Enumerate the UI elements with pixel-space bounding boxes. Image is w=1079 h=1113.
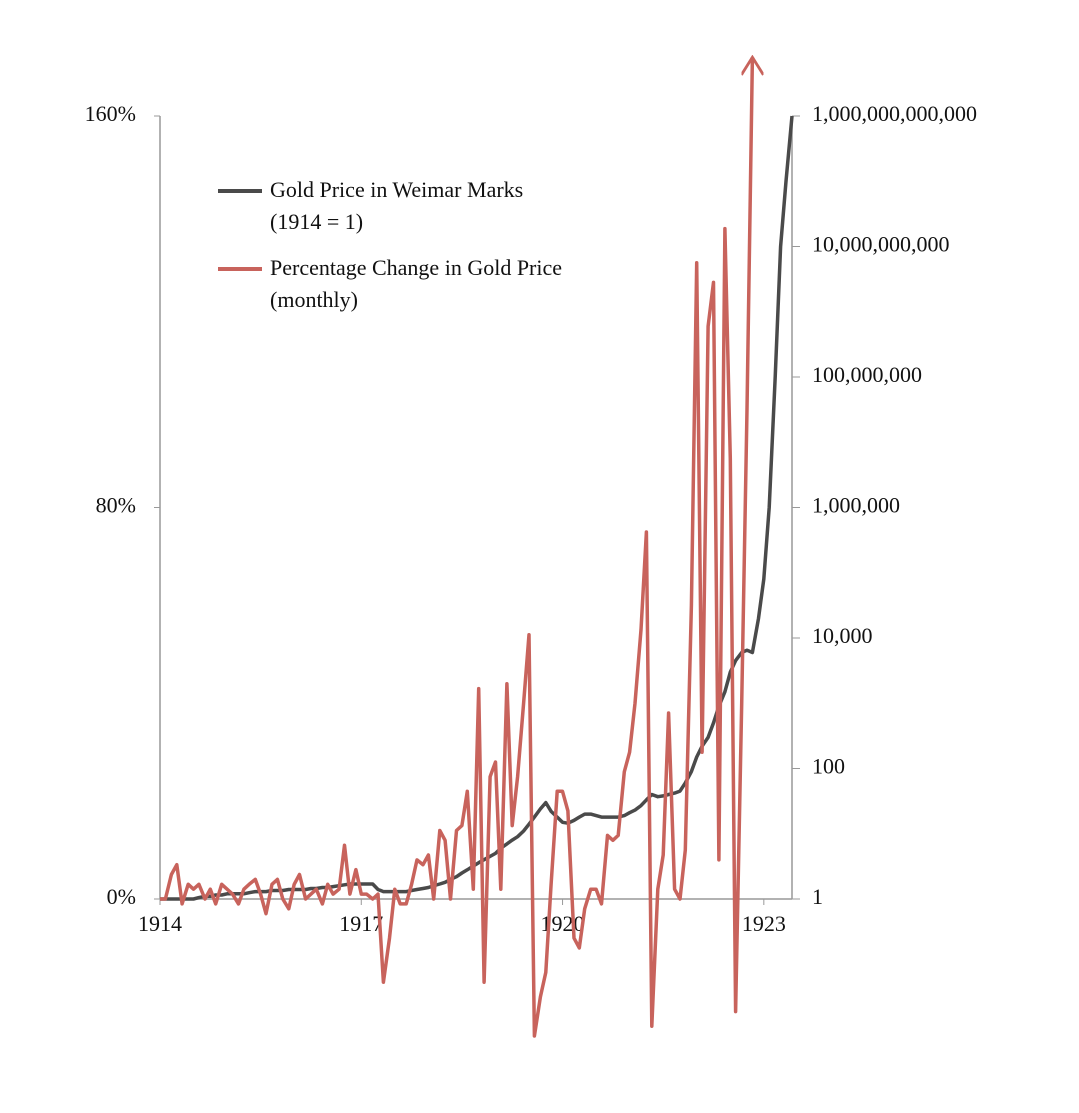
x-tick-label: 1917 [339, 911, 383, 936]
y2-tick-label: 100 [812, 754, 845, 779]
x-tick-label: 1914 [138, 911, 182, 936]
y-tick-label: 0% [107, 884, 136, 909]
legend-label: Percentage Change in Gold Price (monthly… [270, 255, 563, 312]
legend-item: Percentage Change in Gold Price (monthly… [212, 252, 562, 316]
x-tick-label: 1923 [742, 911, 786, 936]
y2-tick-label: 10,000 [812, 623, 873, 648]
y2-tick-label: 1 [812, 884, 823, 909]
y2-tick-label: 1,000,000 [812, 493, 900, 518]
y-tick-label: 160% [85, 101, 136, 126]
y2-tick-label: 1,000,000,000,000 [812, 101, 977, 126]
y2-tick-label: 10,000,000,000 [812, 232, 950, 257]
y-tick-label: 80% [96, 493, 136, 518]
legend-swatch [218, 189, 262, 193]
legend: Gold Price in Weimar Marks (1914 = 1) Per… [212, 174, 562, 330]
series-line [160, 57, 752, 1038]
legend-label: Gold Price in Weimar Marks (1914 = 1) [270, 177, 524, 234]
legend-swatch [218, 267, 262, 271]
legend-item: Gold Price in Weimar Marks (1914 = 1) [212, 174, 562, 238]
y2-tick-label: 100,000,000 [812, 362, 922, 387]
